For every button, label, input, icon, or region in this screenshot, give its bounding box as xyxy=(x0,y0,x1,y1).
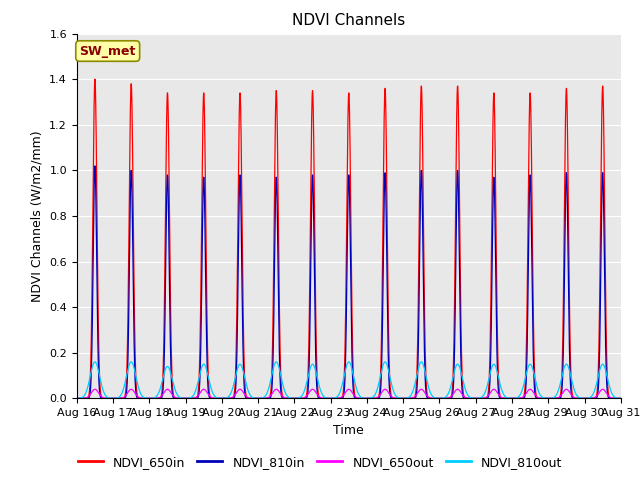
NDVI_650out xyxy=(615,396,623,401)
NDVI_810out xyxy=(91,359,99,365)
NDVI_650out xyxy=(73,396,81,401)
NDVI_650in xyxy=(617,396,625,401)
NDVI_650in xyxy=(184,396,191,401)
NDVI_650out xyxy=(184,396,191,401)
NDVI_650out xyxy=(501,396,509,401)
NDVI_650out xyxy=(276,391,284,396)
NDVI_810in xyxy=(424,396,431,401)
NDVI_810out xyxy=(73,396,81,401)
NDVI_650in xyxy=(501,396,509,401)
NDVI_810out xyxy=(615,396,623,401)
NDVI_810out xyxy=(184,396,191,401)
NDVI_810out xyxy=(276,371,284,377)
NDVI_810out xyxy=(501,394,509,399)
NDVI_810in xyxy=(184,396,191,401)
NDVI_650in xyxy=(189,396,197,401)
NDVI_650in xyxy=(73,396,81,401)
Line: NDVI_810in: NDVI_810in xyxy=(77,166,621,398)
X-axis label: Time: Time xyxy=(333,424,364,437)
NDVI_650in xyxy=(276,363,284,369)
NDVI_650in xyxy=(615,396,623,401)
NDVI_810in xyxy=(276,384,284,390)
Text: SW_met: SW_met xyxy=(79,45,136,58)
NDVI_810in xyxy=(189,396,197,401)
NDVI_810in xyxy=(501,396,509,401)
Legend: NDVI_650in, NDVI_810in, NDVI_650out, NDVI_810out: NDVI_650in, NDVI_810in, NDVI_650out, NDV… xyxy=(72,451,568,474)
NDVI_650out xyxy=(617,396,625,401)
Line: NDVI_650out: NDVI_650out xyxy=(77,389,621,398)
NDVI_810in xyxy=(615,396,623,401)
NDVI_650out xyxy=(189,396,197,401)
NDVI_650out xyxy=(424,394,431,399)
NDVI_810in xyxy=(91,163,99,169)
NDVI_810out xyxy=(189,393,197,398)
NDVI_810out xyxy=(424,382,431,387)
NDVI_810in xyxy=(617,396,625,401)
NDVI_650in xyxy=(424,394,431,400)
NDVI_810out xyxy=(617,396,625,401)
NDVI_810in xyxy=(73,396,81,401)
Line: NDVI_650in: NDVI_650in xyxy=(77,79,621,398)
Line: NDVI_810out: NDVI_810out xyxy=(77,362,621,398)
NDVI_650out xyxy=(91,386,99,392)
Y-axis label: NDVI Channels (W/m2/mm): NDVI Channels (W/m2/mm) xyxy=(31,130,44,302)
Title: NDVI Channels: NDVI Channels xyxy=(292,13,405,28)
NDVI_650in xyxy=(91,76,99,82)
